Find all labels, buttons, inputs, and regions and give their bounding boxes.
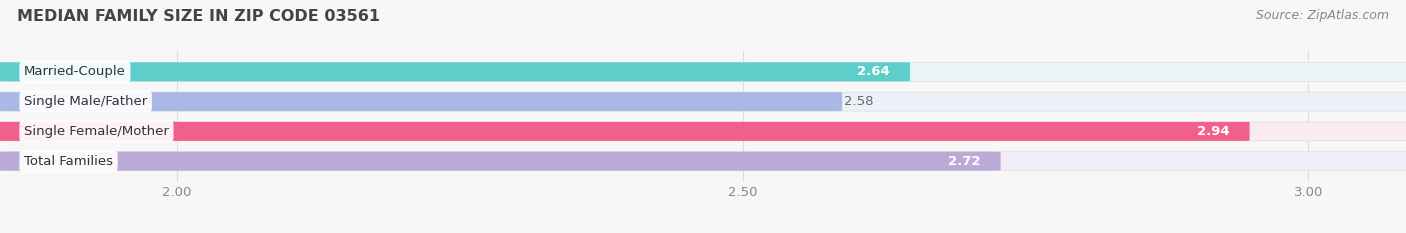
FancyBboxPatch shape xyxy=(0,122,1406,141)
FancyBboxPatch shape xyxy=(0,62,1406,81)
Text: Married-Couple: Married-Couple xyxy=(24,65,127,78)
Text: Single Male/Father: Single Male/Father xyxy=(24,95,148,108)
FancyBboxPatch shape xyxy=(0,152,1406,171)
Text: Single Female/Mother: Single Female/Mother xyxy=(24,125,169,138)
FancyBboxPatch shape xyxy=(0,152,1001,171)
Text: Total Families: Total Families xyxy=(24,155,112,168)
Text: 2.94: 2.94 xyxy=(1197,125,1229,138)
Text: Source: ZipAtlas.com: Source: ZipAtlas.com xyxy=(1256,9,1389,22)
Text: MEDIAN FAMILY SIZE IN ZIP CODE 03561: MEDIAN FAMILY SIZE IN ZIP CODE 03561 xyxy=(17,9,380,24)
FancyBboxPatch shape xyxy=(0,62,910,81)
Text: 2.64: 2.64 xyxy=(858,65,890,78)
Text: 2.72: 2.72 xyxy=(948,155,980,168)
FancyBboxPatch shape xyxy=(0,92,842,111)
FancyBboxPatch shape xyxy=(0,92,1406,111)
FancyBboxPatch shape xyxy=(0,122,1250,141)
Text: 2.58: 2.58 xyxy=(845,95,875,108)
